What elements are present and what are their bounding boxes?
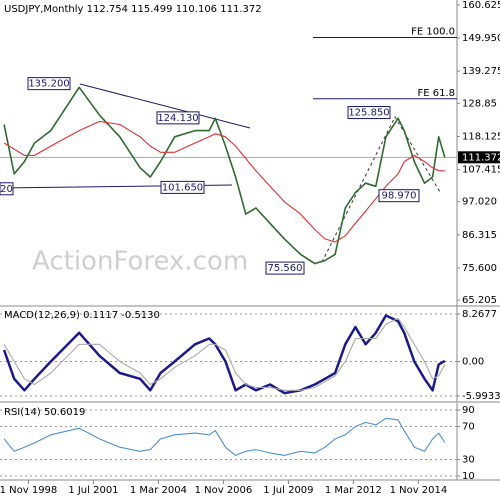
price-label: 20	[0, 184, 13, 195]
y-tick-label: 86.315	[462, 230, 497, 241]
price-label: 124.130	[157, 113, 198, 124]
price-label-box	[265, 261, 305, 275]
fib-projection	[321, 115, 441, 263]
price-label-box	[156, 111, 200, 125]
y-tick-label: 118.125	[462, 131, 500, 142]
y-tick-label: 8.2677	[462, 309, 497, 320]
series-line	[3, 317, 446, 391]
series-line	[3, 86, 446, 265]
price-label: 98.970	[382, 191, 417, 202]
x-tick-label: 1 Nov 2006	[195, 485, 253, 496]
last-price: 111.372	[462, 152, 500, 163]
x-tick-label: 1 Mar 2004	[130, 485, 187, 496]
trendline	[79, 83, 251, 129]
y-tick-label: 0.00	[462, 357, 484, 368]
price-label: 75.560	[268, 263, 303, 274]
last-price-box	[458, 151, 500, 164]
y-tick-label: 90	[462, 405, 475, 416]
price-label-box	[160, 180, 205, 194]
price-label-box	[378, 189, 420, 203]
y-tick-label: 160.625	[462, 0, 500, 11]
price-label: 135.200	[28, 79, 69, 90]
series-line	[2, 314, 446, 395]
x-tick-label: 1 Mar 2012	[325, 485, 382, 496]
x-tick-label: 1 Nov 1998	[0, 485, 57, 496]
watermark: ActionForex.com	[32, 247, 248, 277]
series-line	[3, 417, 446, 456]
fe-label: FE 61.8	[417, 88, 455, 99]
y-tick-label: 70	[462, 422, 475, 433]
panel-title: MACD(12,26,9) 0.1117 -0.5130	[4, 310, 160, 321]
y-tick-label: 107.415	[462, 165, 500, 176]
y-tick-label: 75.600	[462, 263, 497, 274]
series-line	[3, 120, 445, 243]
y-tick-label: 128.85	[462, 98, 497, 109]
y-tick-label: 97.020	[462, 197, 497, 208]
price-label: 101.650	[162, 182, 203, 193]
y-tick-label: 139.275	[462, 66, 500, 77]
y-tick-label: 65.205	[462, 295, 497, 306]
price-label: 125.850	[348, 108, 389, 119]
y-tick-label: 30	[462, 455, 475, 466]
panel-title: USDJPY,Monthly 112.754 115.499 110.106 1…	[4, 4, 262, 15]
x-tick-label: 1 Jul 2009	[263, 485, 313, 496]
price-label-box	[27, 77, 71, 91]
price-label-box	[347, 106, 391, 120]
y-tick-label: 149.950	[462, 33, 500, 44]
fe-label: FE 100.0	[411, 27, 455, 38]
panel-title: RSI(14) 50.6019	[4, 407, 85, 418]
y-tick-label: -5.9933	[462, 391, 500, 402]
price-label-box	[0, 182, 14, 196]
x-tick-label: 1 Jul 2001	[68, 485, 118, 496]
x-tick-label: 1 Nov 2014	[390, 485, 448, 496]
y-tick-label: 10	[462, 471, 475, 482]
